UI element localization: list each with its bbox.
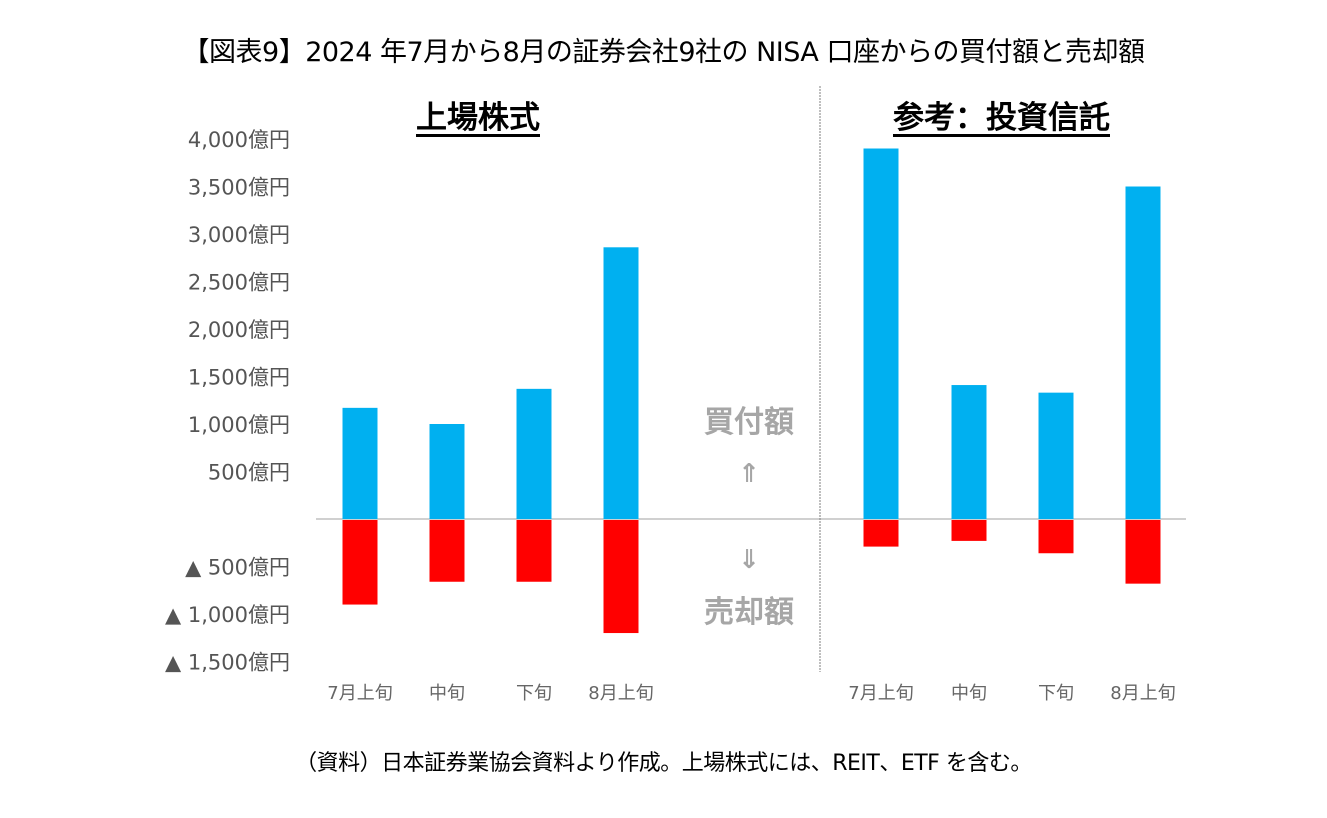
y-tick-label: ▲ 1,500億円 xyxy=(165,651,290,675)
y-tick-label: 3,500億円 xyxy=(188,176,290,200)
x-axis-labels: 7月上旬 中旬 下旬 8月上旬 7月上旬 中旬 下旬 8月上旬 xyxy=(327,683,1175,704)
y-axis-ticks: 4,000億円 3,500億円 3,000億円 2,500億円 2,000億円 1,500… xyxy=(165,128,290,675)
bar-buy-amount xyxy=(516,388,552,519)
panel-title-listed-stocks: 上場株式 xyxy=(416,100,540,136)
bar-sell-amount xyxy=(1038,520,1074,554)
up-arrow-icon: ⇑ xyxy=(738,459,760,489)
bars-listed-stocks xyxy=(342,247,639,634)
bar-buy-amount xyxy=(342,407,378,519)
bar-buy-amount xyxy=(863,148,899,519)
sell-amount-label: 売却額 xyxy=(704,595,794,630)
y-tick-label: 1,000億円 xyxy=(188,413,290,437)
x-tick-label: 中旬 xyxy=(429,683,465,704)
y-tick-label: 2,000億円 xyxy=(188,318,290,342)
bar-sell-amount xyxy=(429,520,465,582)
bar-sell-amount xyxy=(863,520,899,547)
bar-buy-amount xyxy=(951,385,987,519)
y-tick-label: ▲ 500億円 xyxy=(185,556,290,580)
x-tick-label: 中旬 xyxy=(951,683,987,704)
bars-investment-trusts xyxy=(863,148,1161,584)
bar-buy-amount xyxy=(1038,392,1074,519)
bar-sell-amount xyxy=(342,520,378,605)
y-tick-label: 2,500億円 xyxy=(188,271,290,295)
buy-amount-label: 買付額 xyxy=(704,405,794,440)
x-tick-label: 下旬 xyxy=(1038,683,1074,704)
y-tick-label: 3,000億円 xyxy=(188,223,290,247)
y-tick-label: 4,000億円 xyxy=(188,128,290,152)
chart-title: 【図表9】2024 年7月から8月の証券会社9社の NISA 口座からの買付額と… xyxy=(182,37,1145,68)
bar-buy-amount xyxy=(1125,186,1161,519)
bar-buy-amount xyxy=(429,424,465,519)
x-tick-label: 7月上旬 xyxy=(327,683,392,704)
panel-title-investment-trusts: 参考：投資信託 xyxy=(893,100,1110,136)
x-tick-label: 7月上旬 xyxy=(848,683,913,704)
bar-buy-amount xyxy=(603,247,639,520)
down-arrow-icon: ⇓ xyxy=(738,545,760,575)
y-tick-label: ▲ 1,000億円 xyxy=(165,603,290,627)
bar-sell-amount xyxy=(951,520,987,541)
x-tick-label: 下旬 xyxy=(516,683,552,704)
y-tick-label: 1,500億円 xyxy=(188,366,290,390)
source-note: （資料）日本証券業協会資料より作成。上場株式には、REIT、ETF を含む。 xyxy=(295,751,1032,776)
bar-sell-amount xyxy=(1125,520,1161,584)
x-tick-label: 8月上旬 xyxy=(588,683,653,704)
x-tick-label: 8月上旬 xyxy=(1110,683,1175,704)
bar-sell-amount xyxy=(603,520,639,634)
bar-sell-amount xyxy=(516,520,552,582)
y-tick-label: 500億円 xyxy=(208,461,290,485)
